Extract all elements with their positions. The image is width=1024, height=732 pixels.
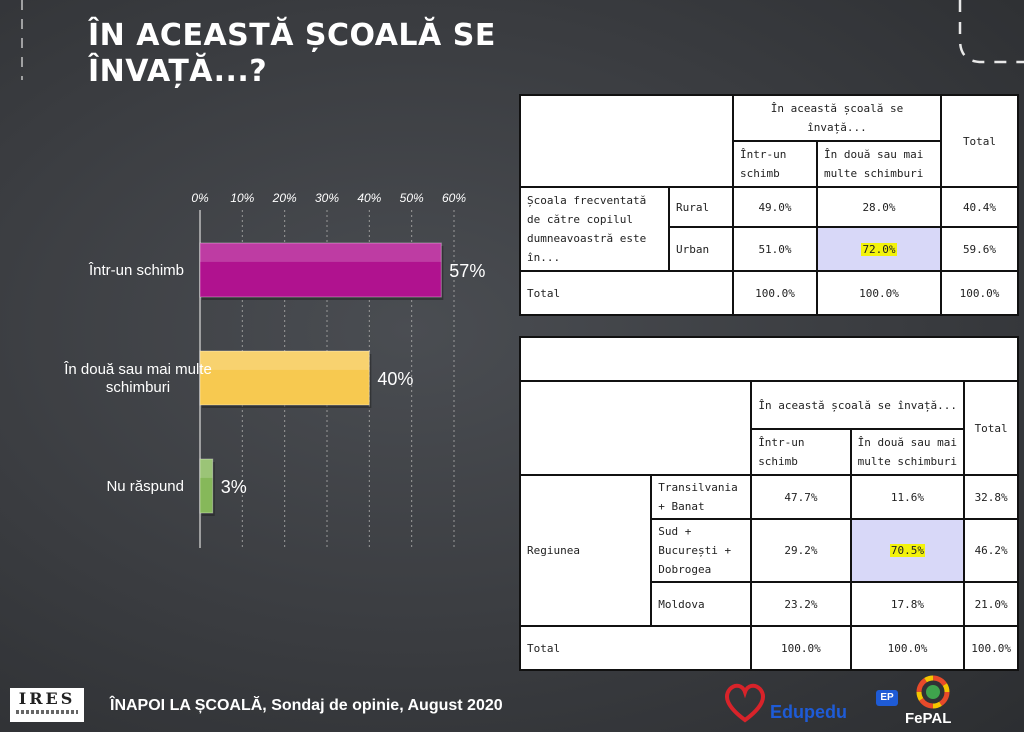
x-tick-label: 10% [230,191,254,205]
table-cell: 100.0% [816,270,942,316]
table-row-label: Transilvania + Banat [650,474,753,520]
table-cell: 40.4% [940,186,1019,228]
table-total-label: Total [519,270,734,316]
table-header-col2: În două sau mai multe schimburi [816,140,942,188]
edupedu-logo: Edupedu [770,702,847,722]
table-total-label: Total [518,625,753,671]
category-label: Nu răspund [106,478,184,495]
x-tick-label: 50% [400,191,424,205]
chalk-doodle-top-left [21,0,23,80]
data-label: 57% [449,261,485,281]
table-corner [519,94,734,188]
ires-logo-subline [16,710,78,714]
table-cell: 29.2% [750,518,852,583]
table-cell: 49.0% [732,186,818,228]
table-cell: 100.0% [963,625,1019,671]
ires-logo: IRES [10,688,84,722]
table-header-col2: În două sau mai multe schimburi [849,428,966,476]
bar [199,350,370,406]
heart-logo-icon [725,683,765,723]
table-cell: 23.2% [750,581,852,627]
data-label: 3% [221,477,247,497]
table-header-total: Total [963,380,1019,476]
bar [199,458,214,514]
highlighted-value: 72.0% [861,242,897,256]
fepal-logo: FePAL [905,710,952,727]
x-tick-label: 60% [442,191,466,205]
page-title: ÎN ACEASTĂ ȘCOALĂ SE ÎNVAȚĂ...? [88,18,496,89]
table-cell: 32.8% [963,474,1019,520]
table-cell: 47.7% [750,474,852,520]
table-cell: 100.0% [940,270,1019,316]
table-corner [518,380,753,476]
footer-caption: ÎNAPOI LA ȘCOALĂ, Sondaj de opinie, Augu… [110,697,503,715]
category-label: Într-un schimb [88,262,184,279]
table-cell: 28.0% [816,186,942,228]
x-tick-label: 40% [357,191,381,205]
table-cell-highlighted: 70.5% [849,518,966,583]
data-label: 40% [377,369,413,389]
table-cell: 11.6% [849,474,966,520]
category-label: În două sau mai multe schimburi [63,361,212,396]
table-cell: 100.0% [849,625,966,671]
bar-highlight [200,243,442,262]
table-cell: 100.0% [750,625,852,671]
highlighted-value: 70.5% [889,544,926,557]
footer-subtitle: , Sondaj de opinie, August 2020 [262,697,503,714]
table-header-total: Total [940,94,1019,188]
x-tick-label: 30% [315,191,339,205]
x-tick-label: 20% [272,191,297,205]
table-cell: 21.0% [963,581,1019,627]
ep-badge: EP [876,690,898,706]
bar-highlight [200,459,213,478]
table-header-group: În această școală se învață... [750,380,966,430]
table-row-label: Urban [668,226,734,272]
table-cell: 51.0% [732,226,818,272]
table-row-label: Sud + București + Dobrogea [650,518,753,583]
fepal-logo-icon [916,675,950,709]
chalk-doodle-top-right [958,0,1024,64]
crosstab-region: În această școală se învață... Total Înt… [518,336,1019,671]
bar-highlight [200,351,370,370]
table-header-col1: Într-un schimb [750,428,852,476]
x-tick-label: 0% [191,191,209,205]
table-cell-highlighted: 72.0% [816,226,942,272]
table-row-label: Moldova [650,581,753,627]
crosstab-rural-urban: În această școală se învață... Total Înt… [519,94,1019,316]
bar-chart: 0% 10% 20% 30% 40% 50% 60% 57% Într-un schimb 40%… [63,191,485,548]
bar [199,242,442,298]
table-row-group: Regiunea [518,474,653,627]
table-cell: 100.0% [732,270,818,316]
table-header-col1: Într-un schimb [732,140,818,188]
ires-logo-text: IRES [18,689,76,708]
table-blank-header [519,336,1019,382]
table-header-group: În această școală se învață... [732,94,942,142]
table-row-label: Rural [668,186,734,228]
table-cell: 17.8% [849,581,966,627]
table-cell: 59.6% [940,226,1019,272]
footer-title: ÎNAPOI LA ȘCOALĂ [110,697,263,714]
table-row-group: Școala frecventată de către copilul dumn… [519,186,670,272]
table-cell: 46.2% [963,518,1019,583]
